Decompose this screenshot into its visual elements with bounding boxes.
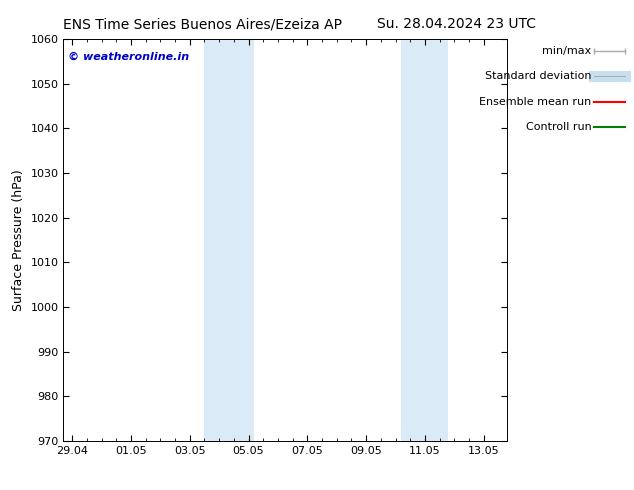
Y-axis label: Surface Pressure (hPa): Surface Pressure (hPa): [12, 169, 25, 311]
Text: Ensemble mean run: Ensemble mean run: [479, 97, 592, 107]
Text: © weatheronline.in: © weatheronline.in: [68, 51, 189, 61]
Text: min/max: min/max: [542, 46, 592, 56]
Text: Controll run: Controll run: [526, 122, 592, 132]
Text: Su. 28.04.2024 23 UTC: Su. 28.04.2024 23 UTC: [377, 17, 536, 31]
Text: Standard deviation: Standard deviation: [485, 72, 592, 81]
Bar: [205, 39, 254, 441]
Text: ENS Time Series Buenos Aires/Ezeiza AP: ENS Time Series Buenos Aires/Ezeiza AP: [63, 17, 342, 31]
Bar: [401, 39, 448, 441]
